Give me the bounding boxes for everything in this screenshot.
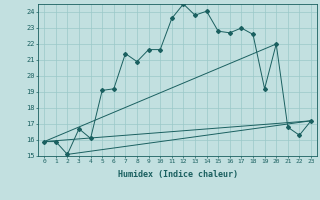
X-axis label: Humidex (Indice chaleur): Humidex (Indice chaleur) <box>118 170 238 179</box>
